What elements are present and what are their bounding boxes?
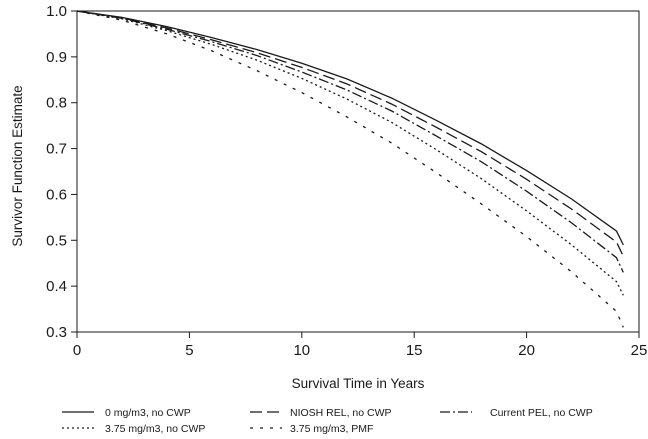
legend-label: Current PEL, no CWP [490, 407, 593, 419]
y-tick-label: 0.8 [46, 95, 67, 112]
x-tick-label: 0 [73, 342, 81, 359]
x-axis-title: Survival Time in Years [292, 376, 425, 391]
x-tick-label: 5 [185, 342, 193, 359]
x-tick-label: 25 [631, 342, 648, 359]
y-tick-label: 1.0 [46, 3, 67, 20]
legend-label: 0 mg/m3, no CWP [105, 407, 191, 419]
legend: 0 mg/m3, no CWP NIOSH REL, no CWP Current … [62, 407, 593, 435]
legend-label: NIOSH REL, no CWP [290, 407, 392, 419]
series-line-4 [76, 10, 624, 296]
x-tick-label: 20 [518, 342, 535, 359]
plot-frame [76, 10, 640, 333]
legend-label: 3.75 mg/m3, PMF [290, 423, 373, 435]
y-axis-title: Survivor Function Estimate [10, 85, 25, 246]
y-tick-label: 0.5 [46, 232, 67, 249]
y-tick-label: 0.6 [46, 186, 67, 203]
series-line-2 [76, 10, 624, 257]
legend-label: 3.75 mg/m3, no CWP [105, 423, 205, 435]
y-tick-label: 0.7 [46, 141, 67, 158]
series-line-5 [76, 10, 624, 328]
x-tick-label: 15 [406, 342, 423, 359]
y-tick-label: 0.9 [46, 49, 67, 66]
y-tick-label: 0.3 [46, 324, 67, 341]
series-line-1 [76, 10, 624, 246]
y-axis-ticks: 0.3 0.4 0.5 0.6 0.7 0.8 0.9 1.0 [46, 3, 77, 341]
y-tick-label: 0.4 [46, 278, 67, 295]
series-line-3 [76, 10, 624, 273]
series-lines [76, 10, 624, 328]
x-axis-ticks: 0 5 10 15 20 25 [73, 332, 648, 359]
x-tick-label: 10 [293, 342, 310, 359]
